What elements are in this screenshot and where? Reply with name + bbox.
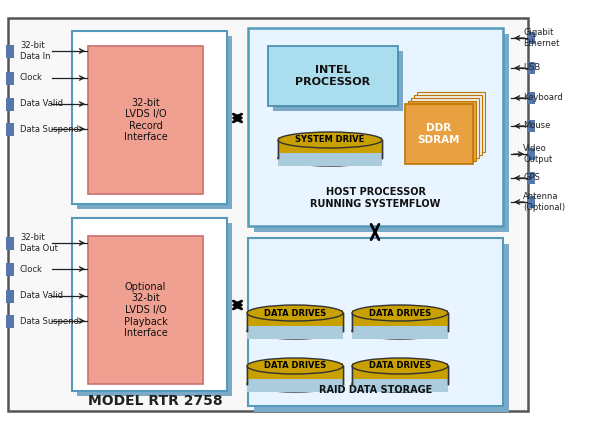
Ellipse shape	[247, 323, 343, 339]
Text: HOST PROCESSOR
RUNNING SYSTEMFLOW: HOST PROCESSOR RUNNING SYSTEMFLOW	[310, 187, 440, 209]
Text: GPS: GPS	[523, 173, 540, 182]
Ellipse shape	[352, 305, 448, 321]
Bar	[527, 148, 535, 160]
Bar	[6, 45, 14, 58]
Bar	[6, 290, 14, 303]
Bar	[77, 223, 232, 396]
Text: DATA DRIVES: DATA DRIVES	[264, 362, 326, 371]
Bar	[411, 98, 479, 158]
Bar	[417, 92, 485, 152]
Bar	[352, 310, 448, 326]
Bar	[247, 363, 343, 379]
Bar	[6, 72, 14, 85]
Text: DATA DRIVES: DATA DRIVES	[369, 362, 431, 371]
Text: 32-bit
Data Out: 32-bit Data Out	[20, 233, 58, 253]
Text: Clock: Clock	[20, 265, 43, 273]
Bar	[352, 366, 448, 392]
Bar	[268, 46, 398, 106]
Text: Optional
32-bit
LVDS I/O
Playback
Interface: Optional 32-bit LVDS I/O Playback Interf…	[124, 282, 167, 338]
Text: Data Suspend: Data Suspend	[20, 124, 79, 133]
Text: DDR
SDRAM: DDR SDRAM	[418, 123, 460, 145]
Bar	[527, 62, 535, 74]
Ellipse shape	[278, 132, 382, 148]
Text: DATA DRIVES: DATA DRIVES	[369, 308, 431, 317]
Bar	[278, 137, 382, 153]
Ellipse shape	[352, 358, 448, 374]
Ellipse shape	[278, 150, 382, 166]
Bar	[254, 34, 509, 232]
Bar	[527, 32, 535, 44]
Ellipse shape	[352, 323, 448, 339]
Bar	[6, 263, 14, 276]
Text: Clock: Clock	[20, 74, 43, 83]
Ellipse shape	[247, 358, 343, 374]
Bar	[72, 31, 227, 204]
Text: Data Suspend: Data Suspend	[20, 317, 79, 325]
Text: MODEL RTR 2758: MODEL RTR 2758	[88, 394, 223, 408]
Text: Data Valid: Data Valid	[20, 291, 63, 300]
Bar	[405, 104, 473, 164]
Text: SYSTEM DRIVE: SYSTEM DRIVE	[295, 135, 365, 144]
Text: Gigabit
Ethernet: Gigabit Ethernet	[523, 28, 559, 48]
Bar	[6, 237, 14, 250]
Text: Data Valid: Data Valid	[20, 100, 63, 109]
Bar	[8, 18, 528, 411]
Ellipse shape	[247, 376, 343, 392]
Bar	[527, 120, 535, 132]
Bar	[273, 51, 403, 111]
Text: 32-bit
LVDS I/O
Record
Interface: 32-bit LVDS I/O Record Interface	[124, 98, 167, 142]
Ellipse shape	[352, 376, 448, 392]
Bar	[88, 236, 203, 384]
Bar	[72, 218, 227, 391]
Bar	[77, 36, 232, 209]
Bar	[527, 196, 535, 208]
Bar	[6, 123, 14, 136]
Bar	[352, 363, 448, 379]
Bar	[248, 238, 503, 406]
Bar	[278, 140, 382, 166]
Bar	[408, 101, 476, 161]
Bar	[247, 366, 343, 392]
Text: RAID DATA STORAGE: RAID DATA STORAGE	[319, 385, 432, 395]
Bar	[6, 98, 14, 111]
Bar	[247, 310, 343, 326]
Bar	[527, 172, 535, 184]
Text: Antenna
(Optional): Antenna (Optional)	[523, 192, 565, 212]
Bar	[247, 313, 343, 339]
Text: 32-bit
Data In: 32-bit Data In	[20, 41, 50, 60]
Bar	[254, 244, 509, 412]
Ellipse shape	[247, 305, 343, 321]
Bar	[352, 313, 448, 339]
Text: USB: USB	[523, 63, 540, 72]
Bar	[527, 92, 535, 104]
Text: Keyboard: Keyboard	[523, 93, 563, 103]
Text: INTEL
PROCESSOR: INTEL PROCESSOR	[295, 65, 371, 87]
Text: Mouse: Mouse	[523, 121, 550, 130]
Bar	[6, 315, 14, 328]
Text: Video
Output: Video Output	[523, 144, 552, 164]
Bar	[414, 95, 482, 155]
Bar	[248, 28, 503, 226]
Bar	[88, 46, 203, 194]
Text: DATA DRIVES: DATA DRIVES	[264, 308, 326, 317]
